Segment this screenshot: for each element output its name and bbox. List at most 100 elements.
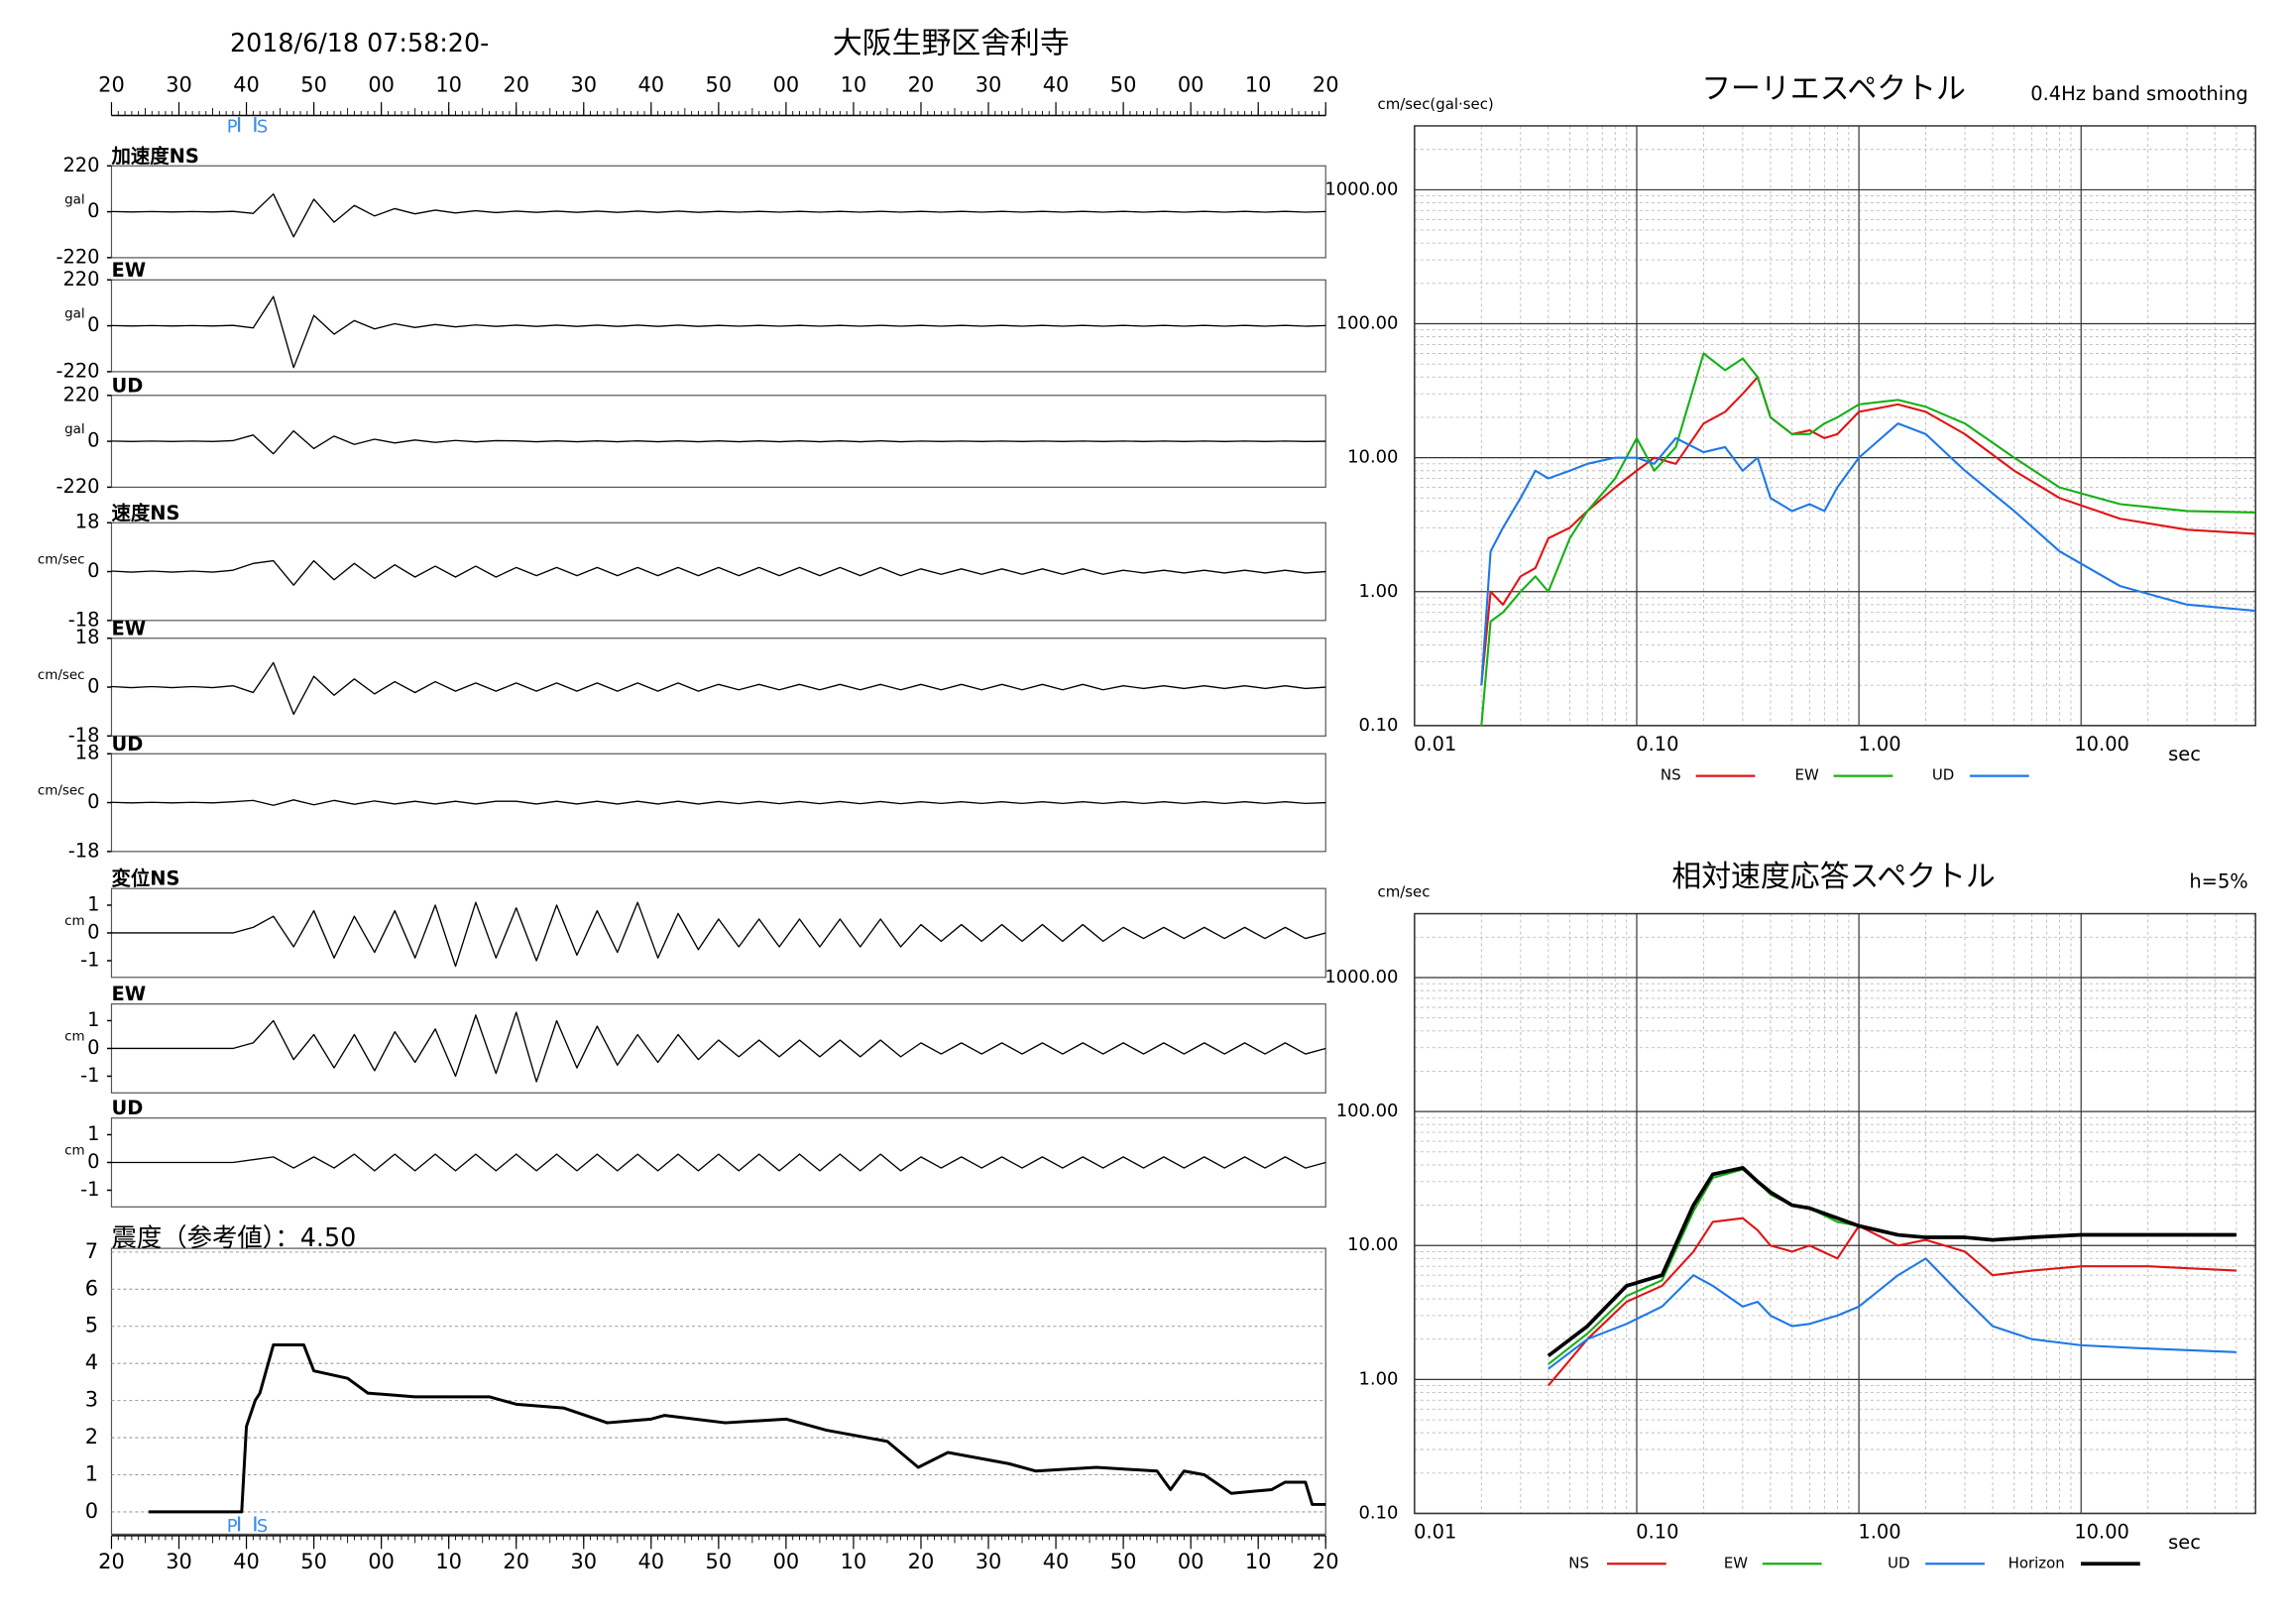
x-tick-label: 20 [98,73,125,97]
plot-frame [1414,125,2256,727]
x-tick-label: 40 [638,1550,665,1573]
y-tick-label: 6 [85,1276,98,1300]
unit-label: gal [64,307,85,322]
x-tick-label: 10 [841,1550,867,1573]
x-tick-label: 10 [841,73,867,97]
y-tick-label: -1 [80,1178,99,1201]
waveform-line [111,295,1326,369]
x-tick-label: 10 [1245,73,1272,97]
y-tick-label: 1000.00 [1324,178,1398,199]
y-tick-label: 100.00 [1336,1101,1399,1121]
y-tick-label: 0 [85,1499,98,1523]
y-tick-label: -1 [80,948,99,971]
legend-label: UD [1888,1554,1909,1571]
y-tick-label: 1.00 [1359,581,1399,602]
x-tick-label: 50 [300,73,327,97]
unit-label: cm [64,1144,84,1159]
x-tick-label: 20 [503,1550,529,1573]
y-tick-label: 4 [85,1350,98,1374]
x-tick-label: 30 [976,73,1002,97]
y-tick-label: -220 [56,475,99,498]
panel-label: UD [111,374,143,397]
legend-label: EW [1724,1554,1748,1571]
x-tick-label: 0.10 [1636,733,1678,755]
spectrum-line [1480,376,2256,686]
x-tick-label: 00 [368,1550,395,1573]
x-tick-label: 50 [300,1550,327,1573]
x-tick-label: 00 [1178,1550,1205,1573]
chart-title: 震度（参考値）：4.50 [111,1222,356,1252]
x-tick-label: 00 [773,1550,800,1573]
x-tick-label: 10 [435,73,462,97]
y-tick-label: 1 [87,892,99,915]
y-tick-label: 10.00 [1347,1234,1398,1255]
x-tick-label: 30 [570,73,597,97]
waveform-line [111,193,1326,238]
panel-label: EW [111,983,146,1005]
panel-label: 速度NS [111,502,179,524]
chart-subtitle: 0.4Hz band smoothing [2030,82,2248,105]
chart-title: 相対速度応答スペクトル [1671,860,1995,894]
spectrum-line [1480,352,2256,726]
plot-frame [110,1247,1326,1535]
x-tick-label: 50 [706,1550,733,1573]
x-tick-label: 10.00 [2074,733,2129,755]
y-tick-label: 0 [87,429,99,452]
y-tick-label: -220 [56,245,99,268]
y-tick-label: 0 [87,1036,99,1059]
y-tick-label: 1 [87,1122,99,1145]
y-tick-label: 0.10 [1359,715,1399,736]
y-tick-label: 0 [87,675,99,698]
x-axis-label: sec [2168,743,2201,765]
y-tick-label: 1000.00 [1324,967,1398,987]
y-tick-label: 0 [87,790,99,813]
y-tick-label: 5 [85,1314,98,1337]
y-tick-label: 0 [87,313,99,336]
intensity-line [148,1342,1326,1514]
x-tick-label: 40 [1043,73,1070,97]
chart-subtitle: h=5% [2189,870,2247,893]
y-tick-label: 18 [75,511,100,533]
panel-label: UD [111,1097,143,1119]
y-tick-label: 3 [85,1388,98,1412]
y-tick-label: 0 [87,199,99,222]
x-tick-label: 20 [503,73,529,97]
phase-label: P [227,116,238,137]
y-tick-label: -18 [68,839,100,862]
x-tick-label: 00 [773,73,800,97]
legend-label: UD [1932,766,1954,784]
x-tick-label: 50 [1110,1550,1137,1573]
y-tick-label: 10.00 [1347,447,1398,468]
y-axis-label: cm/sec [1378,883,1431,901]
phase-label: S [257,1516,268,1537]
spectrum-line [1480,422,2256,686]
spectrum-line [1547,1166,2237,1358]
waveform-line [111,1011,1326,1083]
x-tick-label: 30 [166,1550,192,1573]
waveform-line [111,559,1326,586]
unit-label: cm [64,1030,84,1045]
legend-label: NS [1568,1554,1589,1571]
phase-label: P [227,1516,238,1537]
x-tick-label: 10 [1245,1550,1272,1573]
x-axis-label: sec [2168,1531,2201,1554]
x-tick-label: 20 [908,73,935,97]
legend-label: Horizon [2009,1554,2065,1571]
datetime: 2018/6/18 07:58:20- [230,28,489,58]
y-tick-label: 0.10 [1359,1502,1399,1523]
y-axis-label: cm/sec(gal·sec) [1378,95,1494,113]
y-tick-label: 220 [62,154,99,176]
y-tick-label: 0 [87,920,99,943]
y-tick-label: -18 [68,608,100,631]
x-tick-label: 40 [1043,1550,1070,1573]
spectrum-line [1548,1257,2237,1370]
x-tick-label: 30 [976,1550,1002,1573]
chart-title: フーリエスペクトル [1701,72,1966,107]
y-tick-label: 0 [87,1150,99,1173]
x-tick-label: 0.01 [1414,733,1456,755]
x-tick-label: 10.00 [2074,1520,2129,1543]
unit-label: cm/sec [38,784,85,799]
x-tick-label: 00 [368,73,395,97]
